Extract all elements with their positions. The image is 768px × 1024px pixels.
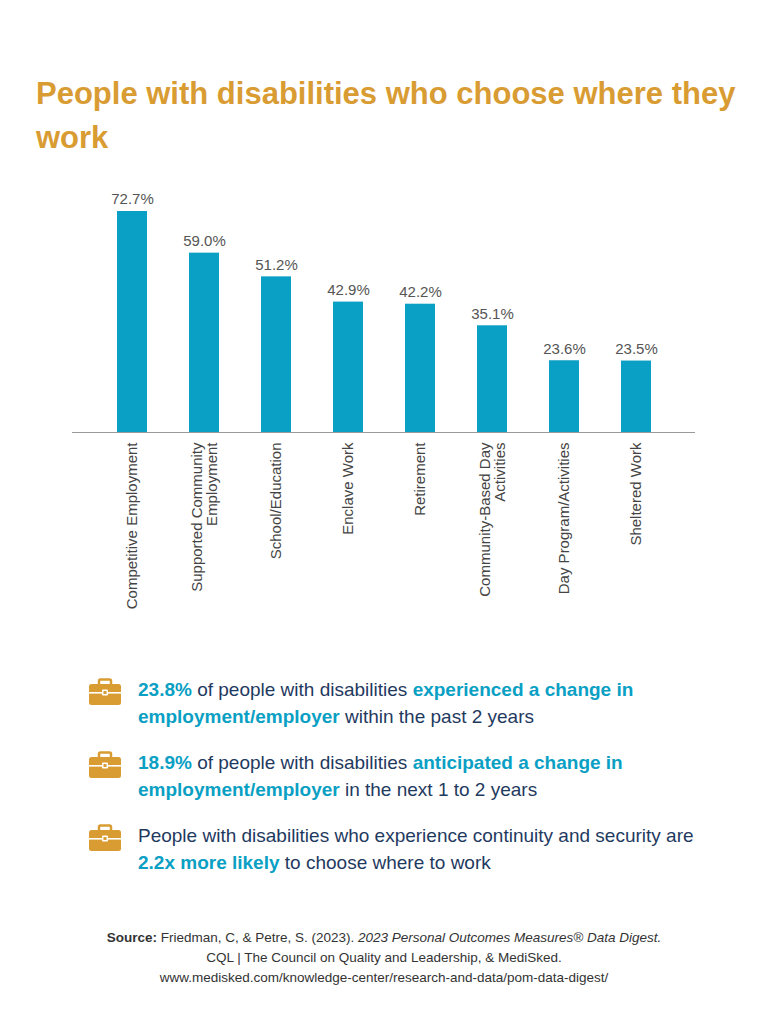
svg-text:School/Education: School/Education (267, 443, 284, 560)
svg-text:Competitive Employment: Competitive Employment (123, 442, 140, 610)
svg-text:23.6%: 23.6% (543, 340, 586, 357)
svg-text:51.2%: 51.2% (255, 256, 298, 273)
html-text:18.9% of people with disabilit: 18.9% of people with disabilities antici… (138, 752, 623, 800)
html-text:CQL | The Council on Quality a: CQL | The Council on Quality and Leaders… (206, 950, 562, 965)
html-text:Source: Friedman, C, & Petre,: Source: Friedman, C, & Petre, S. (2023).… (106, 930, 662, 945)
svg-text:Community-Based DayActivities: Community-Based DayActivities (476, 442, 508, 597)
svg-text:Sheltered Work: Sheltered Work (627, 442, 644, 546)
svg-text:42.2%: 42.2% (399, 283, 442, 300)
html-text:People with disabilities who e: People with disabilities who experience … (138, 825, 694, 846)
svg-text:Retirement: Retirement (411, 442, 428, 516)
html-text:2.2x more likely to choose whe: 2.2x more likely to choose where to work (138, 852, 491, 873)
svg-text:Supported CommunityEmployment: Supported CommunityEmployment (188, 442, 220, 592)
svg-text:35.1%: 35.1% (471, 305, 514, 322)
svg-text:Day Program/Activities: Day Program/Activities (555, 443, 572, 595)
html-text:www.medisked.com/knowledge-cen: www.medisked.com/knowledge-center/resear… (159, 970, 609, 985)
html-text:People with disabilities who c: People with disabilities who choose wher… (36, 76, 736, 155)
svg-text:72.7%: 72.7% (111, 190, 154, 207)
svg-text:59.0%: 59.0% (183, 232, 226, 249)
svg-text:42.9%: 42.9% (327, 281, 370, 298)
html-text:23.8% of people with disabilit: 23.8% of people with disabilities experi… (138, 679, 634, 727)
svg-text:Enclave Work: Enclave Work (339, 442, 356, 535)
svg-text:23.5%: 23.5% (615, 340, 658, 357)
